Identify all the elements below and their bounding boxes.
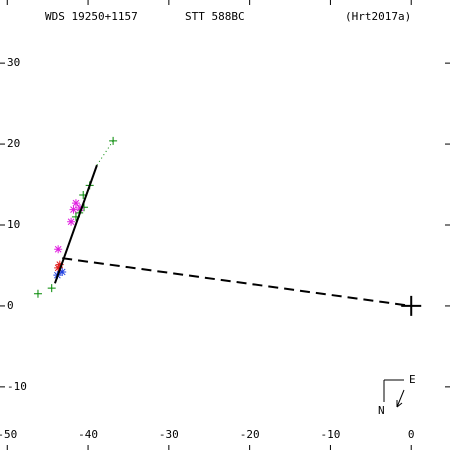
point bbox=[47, 284, 56, 293]
x-tick-label: -20 bbox=[240, 428, 260, 441]
point bbox=[54, 263, 63, 272]
point bbox=[69, 205, 78, 214]
point bbox=[54, 245, 63, 254]
x-tick-label: 0 bbox=[408, 428, 415, 441]
y-tick-label: 20 bbox=[7, 137, 20, 150]
primary-star bbox=[401, 295, 422, 316]
x-tick-label: -10 bbox=[320, 428, 340, 441]
point bbox=[71, 199, 80, 208]
fit-extension bbox=[96, 140, 114, 166]
fit-line bbox=[53, 164, 98, 284]
chart-subtitle: STT 588BC bbox=[185, 10, 245, 23]
point bbox=[109, 136, 118, 145]
point bbox=[58, 267, 67, 276]
point bbox=[55, 260, 64, 269]
x-tick-label: -30 bbox=[159, 428, 179, 441]
compass bbox=[383, 379, 405, 408]
primary-link bbox=[62, 257, 412, 307]
x-tick-label: -40 bbox=[78, 428, 98, 441]
point bbox=[67, 217, 76, 226]
compass-north: N bbox=[378, 404, 385, 417]
y-tick-label: -10 bbox=[7, 380, 27, 393]
chart-title: WDS 19250+1157 bbox=[45, 10, 138, 23]
point bbox=[75, 204, 84, 213]
y-tick-label: 0 bbox=[7, 299, 14, 312]
compass-east: E bbox=[409, 373, 416, 386]
y-tick-label: 10 bbox=[7, 218, 20, 231]
x-tick-label: -50 bbox=[0, 428, 17, 441]
y-tick-label: 30 bbox=[7, 56, 20, 69]
reference: (Hrt2017a) bbox=[345, 10, 411, 23]
point bbox=[33, 289, 42, 298]
